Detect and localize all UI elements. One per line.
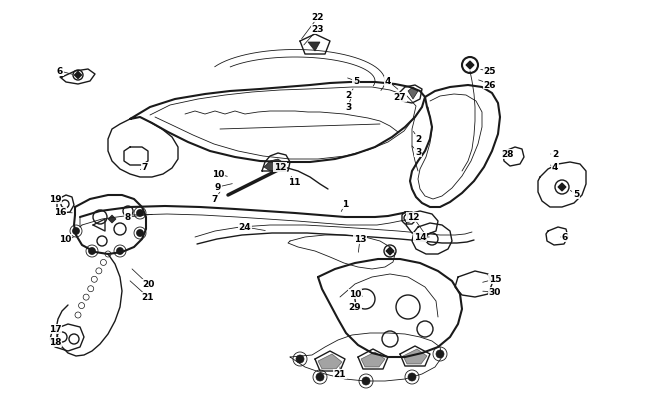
Text: 1: 1 <box>342 200 348 209</box>
Circle shape <box>73 228 79 235</box>
Text: 14: 14 <box>413 233 426 242</box>
Circle shape <box>362 377 370 385</box>
Polygon shape <box>403 349 427 364</box>
Text: 8: 8 <box>125 213 131 222</box>
Polygon shape <box>361 352 385 367</box>
Text: 27: 27 <box>394 93 406 102</box>
Text: 3: 3 <box>345 103 351 112</box>
Text: 10: 10 <box>58 235 72 244</box>
Text: 7: 7 <box>212 195 218 204</box>
Circle shape <box>116 248 124 255</box>
Circle shape <box>136 210 144 217</box>
Text: 17: 17 <box>49 325 61 334</box>
Polygon shape <box>308 43 320 52</box>
Polygon shape <box>408 88 418 100</box>
Text: 5: 5 <box>573 190 579 199</box>
Polygon shape <box>108 215 116 224</box>
Text: 25: 25 <box>484 67 496 76</box>
Polygon shape <box>466 62 474 70</box>
Text: 10: 10 <box>349 290 361 299</box>
Text: 6: 6 <box>562 233 568 242</box>
Text: 15: 15 <box>489 275 501 284</box>
Text: 13: 13 <box>354 235 366 244</box>
Text: 2: 2 <box>415 135 421 144</box>
Text: 12: 12 <box>407 213 419 222</box>
Text: 6: 6 <box>57 67 63 76</box>
Circle shape <box>296 355 304 363</box>
Text: 19: 19 <box>49 195 61 204</box>
Circle shape <box>436 350 444 358</box>
Text: 16: 16 <box>54 208 66 217</box>
Polygon shape <box>264 160 285 172</box>
Text: 26: 26 <box>484 80 496 89</box>
Circle shape <box>408 373 416 381</box>
Text: 5: 5 <box>353 77 359 86</box>
Polygon shape <box>386 247 394 256</box>
Polygon shape <box>558 183 566 192</box>
Circle shape <box>316 373 324 381</box>
Text: 11: 11 <box>288 178 300 187</box>
Polygon shape <box>74 72 82 80</box>
Text: 9: 9 <box>214 183 221 192</box>
Text: 23: 23 <box>312 26 324 34</box>
Circle shape <box>88 248 96 255</box>
Text: 24: 24 <box>239 223 252 232</box>
Circle shape <box>136 230 144 237</box>
Text: 22: 22 <box>312 13 324 22</box>
Text: 2: 2 <box>552 150 558 159</box>
Text: 21: 21 <box>333 370 346 379</box>
Text: 3: 3 <box>415 148 421 157</box>
Text: 4: 4 <box>552 163 558 172</box>
Text: 10: 10 <box>212 170 224 179</box>
Text: 7: 7 <box>142 163 148 172</box>
Polygon shape <box>318 354 342 369</box>
Text: 28: 28 <box>502 150 514 159</box>
Text: 21: 21 <box>142 293 154 302</box>
Text: 2: 2 <box>345 90 351 99</box>
Text: 20: 20 <box>142 280 154 289</box>
Text: 18: 18 <box>49 338 61 347</box>
Text: 30: 30 <box>489 288 501 297</box>
Text: 12: 12 <box>274 163 286 172</box>
Text: 4: 4 <box>385 77 391 86</box>
Text: 29: 29 <box>348 303 361 312</box>
